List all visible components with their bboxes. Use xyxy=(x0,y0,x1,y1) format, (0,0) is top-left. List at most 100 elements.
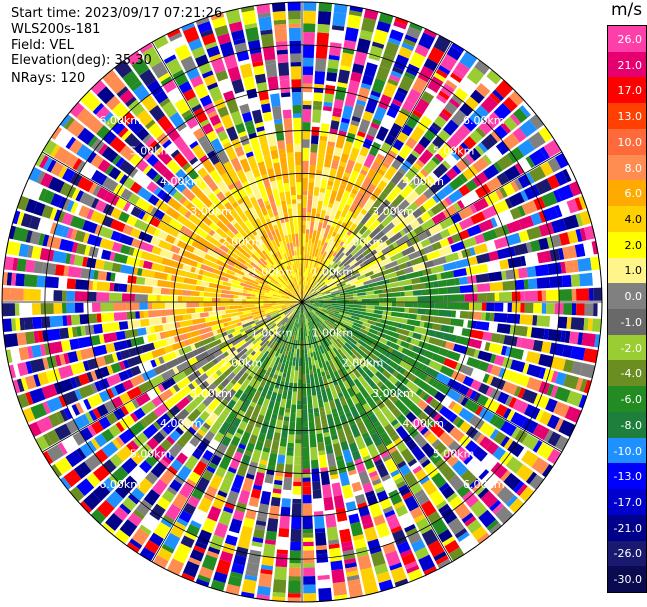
velocity-gate xyxy=(396,339,402,346)
velocity-gate xyxy=(10,288,24,301)
velocity-gate xyxy=(314,266,318,271)
velocity-gate xyxy=(323,496,334,511)
velocity-gate xyxy=(560,330,567,343)
velocity-gate xyxy=(316,549,328,555)
velocity-gate xyxy=(349,256,356,262)
velocity-gate xyxy=(420,315,435,323)
velocity-gate xyxy=(371,275,385,283)
velocity-gate xyxy=(284,472,293,478)
velocity-gate xyxy=(464,399,480,414)
velocity-gate xyxy=(518,158,532,173)
velocity-gate xyxy=(346,14,362,30)
velocity-gate xyxy=(421,459,431,468)
velocity-gate xyxy=(411,539,426,553)
velocity-gate xyxy=(529,114,544,130)
velocity-gate xyxy=(500,122,512,134)
velocity-gate xyxy=(471,190,480,201)
velocity-gate xyxy=(348,147,360,162)
velocity-gate xyxy=(462,319,469,328)
velocity-gate xyxy=(381,161,391,169)
velocity-gate xyxy=(135,276,146,285)
velocity-gate xyxy=(271,2,286,13)
velocity-gate xyxy=(372,267,382,275)
velocity-gate xyxy=(327,350,337,363)
velocity-gate xyxy=(314,268,323,281)
velocity-gate xyxy=(313,307,318,310)
velocity-gate xyxy=(289,412,296,422)
velocity-gate xyxy=(460,302,470,311)
velocity-gate xyxy=(346,196,355,207)
velocity-gate xyxy=(275,462,285,473)
velocity-gate xyxy=(330,560,344,571)
velocity-gate xyxy=(310,303,319,306)
velocity-gate xyxy=(322,215,330,229)
velocity-gate xyxy=(300,327,302,341)
velocity-gate xyxy=(448,495,463,510)
velocity-gate xyxy=(388,231,403,244)
colorbar-tick-label: 6.0 xyxy=(624,187,643,201)
colorbar-tick-label: 26.0 xyxy=(617,32,643,46)
velocity-gate xyxy=(333,98,344,109)
velocity-gate xyxy=(329,312,334,316)
velocity-gate xyxy=(62,290,67,301)
velocity-gate xyxy=(360,311,370,316)
velocity-gate xyxy=(287,442,294,448)
velocity-gate xyxy=(326,145,335,156)
velocity-gate xyxy=(312,109,322,123)
velocity-gate xyxy=(336,260,342,266)
velocity-gate xyxy=(455,159,468,172)
velocity-gate xyxy=(465,179,478,192)
velocity-gate xyxy=(412,109,423,119)
velocity-gate xyxy=(461,512,474,524)
velocity-gate xyxy=(509,246,516,257)
velocity-gate xyxy=(456,199,465,210)
velocity-gate xyxy=(557,316,568,329)
velocity-gate xyxy=(556,184,574,202)
velocity-gate xyxy=(317,309,330,316)
velocity-gate xyxy=(306,259,311,273)
velocity-gate xyxy=(499,187,508,198)
velocity-gate xyxy=(326,292,331,296)
velocity-gate xyxy=(462,375,474,387)
velocity-gate xyxy=(493,161,503,173)
velocity-gate xyxy=(394,380,409,394)
velocity-gate xyxy=(302,173,309,178)
velocity-gate xyxy=(474,145,485,156)
velocity-gate xyxy=(467,338,483,349)
velocity-gate xyxy=(388,360,399,370)
velocity-gate xyxy=(541,191,558,208)
velocity-gate xyxy=(418,32,436,50)
velocity-gate xyxy=(520,291,525,302)
velocity-gate xyxy=(374,409,388,424)
velocity-gate xyxy=(405,527,418,537)
velocity-gate xyxy=(338,227,349,241)
velocity-gate xyxy=(433,281,439,288)
velocity-gate xyxy=(570,274,581,287)
velocity-gate xyxy=(364,215,377,229)
velocity-gate xyxy=(469,130,483,144)
velocity-gate xyxy=(493,416,506,430)
velocity-gate xyxy=(318,306,323,309)
velocity-gate xyxy=(469,247,476,256)
velocity-gate xyxy=(274,475,283,481)
velocity-gate xyxy=(314,328,320,338)
velocity-gate xyxy=(314,297,319,300)
velocity-gate xyxy=(262,111,273,122)
velocity-gate xyxy=(488,342,504,355)
velocity-gate xyxy=(518,230,530,243)
velocity-gate xyxy=(303,546,314,551)
velocity-gate xyxy=(397,131,409,144)
velocity-gate xyxy=(495,505,514,525)
velocity-gate xyxy=(443,101,458,115)
velocity-gate xyxy=(306,284,315,296)
velocity-gate xyxy=(363,198,375,212)
velocity-gate xyxy=(455,418,465,429)
colorbar-tick-label: -21.0 xyxy=(613,521,642,535)
velocity-gate xyxy=(334,274,347,283)
velocity-gate xyxy=(309,312,318,324)
velocity-gate xyxy=(275,393,282,403)
velocity-gate xyxy=(297,199,302,204)
velocity-gate xyxy=(375,371,388,384)
velocity-gate xyxy=(465,440,478,454)
velocity-gate xyxy=(279,79,291,94)
